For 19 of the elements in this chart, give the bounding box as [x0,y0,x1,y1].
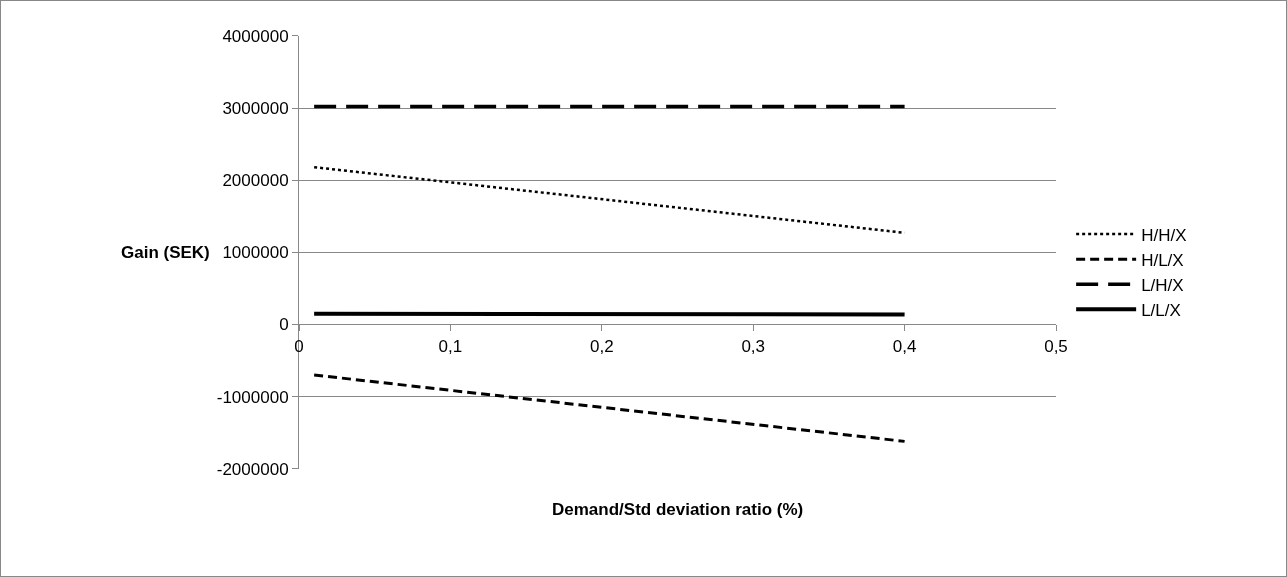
x-tick-label: 0,5 [1044,336,1068,356]
y-tick-label: -2000000 [216,459,289,479]
x-tick-label: 0,1 [438,336,463,356]
x-axis-title: Demand/Std deviation ratio (%) [552,500,804,519]
x-tick-label: 0 [294,336,304,356]
y-tick-label: 4000000 [222,26,289,46]
y-axis-title: Gain (SEK) [121,243,210,262]
y-tick-label: 0 [279,315,289,335]
x-tick-label: 0,4 [892,336,917,356]
legend-label: H/H/X [1141,225,1187,245]
legend-label: H/L/X [1141,250,1184,270]
y-tick-label: 3000000 [222,98,289,118]
y-tick-label: -1000000 [216,387,289,407]
x-tick-label: 0,3 [741,336,766,356]
legend-label: L/L/X [1141,300,1181,320]
legend-label: L/H/X [1141,275,1184,295]
x-tick-label: 0,2 [589,336,614,356]
y-tick-label: 2000000 [222,171,289,191]
y-tick-label: 1000000 [222,243,289,263]
